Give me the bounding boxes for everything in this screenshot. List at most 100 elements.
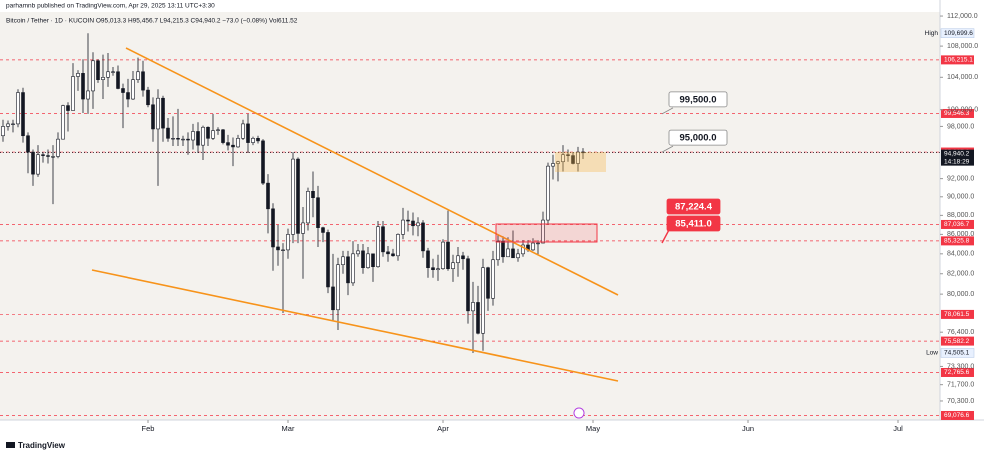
candle-body (46, 155, 50, 157)
candle-body (386, 251, 390, 255)
candle-body (391, 253, 395, 257)
candle-body (1, 126, 5, 137)
candle-body (111, 71, 115, 73)
candle-body (31, 151, 35, 175)
candle-body (171, 138, 175, 140)
candle-body (101, 76, 105, 80)
candle-body (196, 131, 200, 146)
candle-body (71, 76, 75, 111)
candle-body (546, 165, 550, 221)
candle-body (491, 259, 495, 299)
candle-body (201, 126, 205, 146)
candle-body (356, 250, 360, 255)
candle-body (16, 92, 20, 125)
candle-body (346, 256, 350, 284)
candle-body (416, 222, 420, 227)
candle-body (321, 227, 325, 233)
candle-body (341, 256, 345, 266)
low-label: 74,505.1 (944, 350, 970, 357)
candle-body (231, 144, 235, 148)
high-name: High (925, 30, 939, 37)
candle-body (81, 73, 85, 100)
candle-body (576, 151, 580, 164)
low-name: Low (926, 350, 938, 357)
event-icon (573, 407, 585, 419)
candle-body (451, 262, 455, 270)
candle-body (226, 142, 230, 146)
candle-body (6, 123, 10, 127)
price-tag-label: 87,036.7 (944, 221, 970, 228)
candle-body (66, 105, 70, 111)
candle-body (146, 89, 150, 106)
candle-body (276, 246, 280, 251)
candle-body (311, 191, 315, 199)
candle-body (561, 154, 565, 163)
price-tag (941, 336, 974, 346)
candle-body (431, 267, 435, 271)
candle-body (141, 71, 145, 91)
candle-body (121, 88, 125, 93)
candle-body (326, 232, 330, 288)
candle-body (381, 226, 385, 253)
zone-box (495, 223, 598, 243)
y-tick-label: 90,000.0 (947, 194, 974, 201)
x-tick-label: Apr (437, 424, 449, 433)
x-tick-label: Jun (742, 424, 754, 433)
candle-body (131, 79, 135, 100)
price-tag (941, 108, 974, 118)
candle-body (251, 138, 255, 143)
y-tick-label: 98,000.0 (947, 123, 974, 130)
candle-body (456, 255, 460, 264)
y-tick-label: 88,000.0 (947, 212, 974, 219)
candle-body (301, 222, 305, 234)
candle-body (176, 138, 180, 140)
candle-body (516, 253, 520, 259)
candle-body (366, 253, 370, 269)
candle-body (496, 240, 500, 261)
candle-body (261, 140, 265, 184)
candle-body (21, 92, 25, 137)
x-tick-label: May (586, 424, 600, 433)
price-tag (941, 309, 974, 319)
y-tick-label: 100,000.0 (947, 107, 978, 114)
callout-box (666, 215, 721, 232)
symbol-info: Bitcoin / Tether · 1D · KUCOIN O95,013.3… (6, 18, 298, 25)
candle-body (156, 97, 160, 130)
y-tick-label: 80,000.0 (947, 291, 974, 298)
y-tick-label: 92,000.0 (947, 175, 974, 182)
candle-body (406, 219, 410, 222)
candle-body (336, 264, 340, 311)
candle-body (401, 219, 405, 235)
candle-body (471, 302, 475, 312)
candle-body (216, 129, 220, 131)
candle-body (221, 129, 225, 143)
candle-body (566, 154, 570, 156)
y-tick-label: 104,000.0 (947, 74, 978, 81)
candle-body (571, 155, 575, 164)
y-tick-label: 108,000.0 (947, 43, 978, 50)
candle-body (436, 268, 440, 271)
candle-body (481, 267, 485, 334)
candle-body (246, 123, 250, 143)
price-tag (941, 236, 974, 246)
candle-body (86, 90, 90, 100)
zone-box (555, 152, 606, 172)
trend-line (91, 269, 619, 382)
candle-body (256, 138, 260, 142)
y-tick-label: 76,400.0 (947, 329, 974, 336)
candle-body (296, 158, 300, 234)
y-tick-label: 84,000.0 (947, 251, 974, 258)
price-tag (941, 367, 974, 377)
candle-body (286, 234, 290, 251)
callout-label: 87,224.4 (675, 202, 713, 213)
high-label: 109,699.6 (944, 30, 973, 37)
candle-body (306, 191, 310, 224)
candle-body (36, 154, 40, 175)
candle-body (411, 220, 415, 227)
candle-body (41, 154, 45, 156)
price-tag-label: 72,765.6 (944, 369, 970, 376)
high-tag (940, 28, 975, 38)
price-tag (941, 55, 974, 65)
candle-body (351, 253, 355, 284)
